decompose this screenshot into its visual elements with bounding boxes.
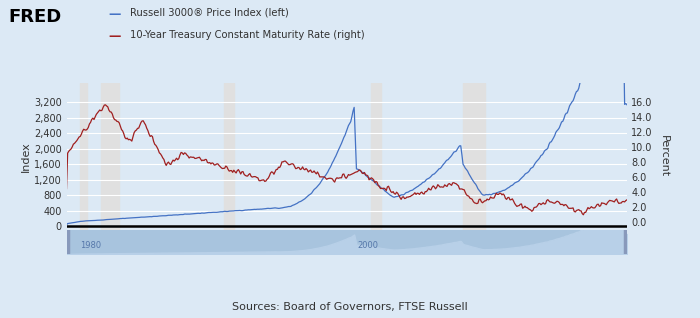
- Bar: [371, 83, 381, 230]
- Text: —: —: [108, 8, 121, 21]
- Y-axis label: Percent: Percent: [659, 135, 668, 177]
- Text: 10-Year Treasury Constant Maturity Rate (right): 10-Year Treasury Constant Maturity Rate …: [130, 30, 364, 40]
- Text: Sources: Board of Governors, FTSE Russell: Sources: Board of Governors, FTSE Russel…: [232, 302, 468, 312]
- Text: —: —: [108, 30, 121, 43]
- Bar: [463, 83, 485, 230]
- Y-axis label: Index: Index: [21, 141, 31, 172]
- Text: 2000: 2000: [358, 241, 379, 250]
- Bar: [80, 83, 87, 230]
- Bar: [101, 83, 119, 230]
- Text: 1980: 1980: [80, 241, 101, 250]
- Text: Russell 3000® Price Index (left): Russell 3000® Price Index (left): [130, 8, 288, 18]
- Bar: [224, 83, 234, 230]
- Text: FRED: FRED: [8, 8, 62, 26]
